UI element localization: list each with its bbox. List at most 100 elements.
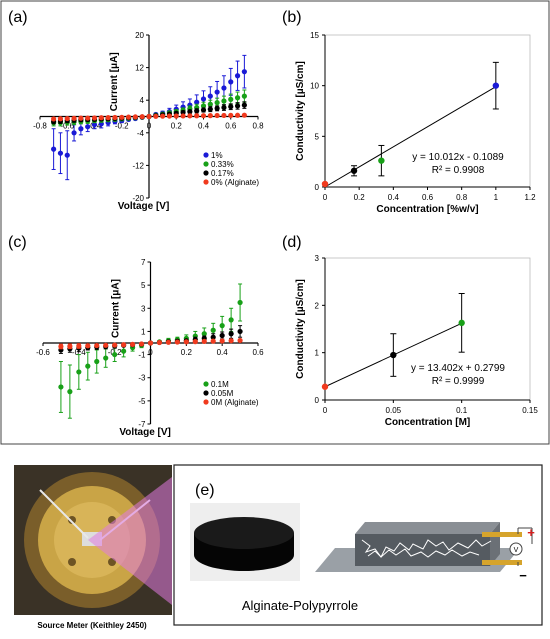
- data-point: [112, 114, 118, 121]
- data-point: [78, 126, 84, 132]
- minus-terminal: −: [519, 568, 527, 583]
- data-point: [187, 109, 193, 115]
- data-point: [76, 369, 82, 375]
- data-point: [207, 106, 213, 112]
- data-point: [103, 355, 109, 361]
- data-point: [228, 338, 234, 344]
- data-point: [194, 108, 200, 114]
- legend-entry: 0.17%: [211, 169, 234, 178]
- y-tick-label: -7: [138, 420, 146, 429]
- legend-entry: 0.05M: [211, 389, 234, 398]
- data-point: [214, 105, 220, 111]
- data-point: [156, 339, 163, 346]
- x-tick-label: -0.6: [36, 348, 50, 357]
- data-point: [237, 337, 243, 344]
- data-point: [57, 116, 64, 122]
- data-point: [153, 113, 159, 119]
- legend-marker: [203, 381, 209, 387]
- x-tick-label: 0.6: [422, 193, 434, 202]
- data-point: [85, 115, 91, 121]
- photo-caption: Source Meter (Keithley 2450): [37, 621, 147, 630]
- chart-d: 0 0.05 0.1 0.15 0 1 2 3 Conductivity [µS/cm] Conc…: [295, 254, 538, 428]
- data-point: [129, 341, 136, 347]
- data-point: [207, 113, 213, 119]
- y-tick-label: 0: [315, 396, 320, 405]
- data-point: [207, 101, 213, 107]
- x-tick-label: 0.8: [252, 122, 264, 131]
- data-point: [85, 343, 91, 349]
- y-tick-label: 15: [310, 31, 319, 40]
- y-tick-label: -5: [138, 397, 146, 406]
- x-tick-label: 1: [494, 193, 499, 202]
- data-point: [234, 103, 241, 109]
- series-0M (Alginate): [58, 337, 243, 350]
- data-point: [210, 327, 216, 333]
- x-axis-label: Concentration [%w/v]: [376, 204, 478, 215]
- data-point: [321, 180, 329, 188]
- data-point: [200, 107, 207, 113]
- data-point: [378, 157, 385, 164]
- legend-entry: 0M (Alginate): [211, 398, 259, 407]
- data-point: [390, 351, 397, 359]
- data-point: [132, 114, 138, 120]
- y-tick-label: 1: [141, 327, 146, 336]
- data-point: [67, 343, 73, 349]
- legend-entry: 0.33%: [211, 160, 234, 169]
- photo-probe: [39, 489, 89, 539]
- data-point: [112, 351, 118, 358]
- data-point: [173, 113, 179, 119]
- x-tick-label: 1.2: [524, 193, 536, 202]
- data-point: [58, 343, 64, 350]
- data-point: [194, 99, 200, 105]
- schematic-polymer-network: [361, 539, 492, 558]
- data-point: [71, 130, 77, 136]
- data-point: [321, 383, 329, 390]
- data-point: [78, 115, 84, 121]
- data-point: [228, 96, 234, 102]
- x-tick-label: 0.4: [388, 193, 400, 202]
- y-tick-label: -4: [137, 129, 145, 138]
- figure-frame: [0, 0, 550, 445]
- data-point: [228, 79, 234, 85]
- data-point: [51, 146, 57, 152]
- data-point: [94, 358, 100, 365]
- legend-entry: 0.1M: [211, 380, 229, 389]
- panel-label-d: (d): [282, 234, 302, 251]
- data-point: [146, 113, 152, 120]
- data-point: [214, 89, 220, 95]
- legend-entry: 1%: [211, 151, 223, 160]
- x-axis-label: Concentration [M]: [385, 417, 471, 428]
- fit-equation: y = 13.402x + 0.2799: [411, 363, 505, 374]
- x-axis-label: Voltage [V]: [119, 427, 170, 438]
- sample-caption: Alginate-Polypyrrole: [242, 598, 358, 613]
- x-tick-label: -0.8: [33, 122, 47, 131]
- y-tick-label: 2: [315, 301, 320, 310]
- data-point: [234, 73, 241, 79]
- photo-screw: [68, 516, 76, 524]
- chart-a: -0.8-0.6-0.4-0.200.20.40.60.820124-4-12-…: [33, 31, 264, 212]
- data-point: [85, 124, 91, 130]
- y-tick-label: 10: [310, 82, 319, 91]
- data-point: [214, 112, 220, 119]
- panel-label-a: (a): [8, 9, 28, 26]
- data-point: [237, 299, 243, 306]
- y-tick-label: -3: [138, 374, 146, 383]
- voltmeter-symbol: V: [514, 547, 519, 554]
- x-tick-label: 0.6: [225, 122, 237, 131]
- data-point: [458, 319, 465, 327]
- data-point: [221, 85, 227, 91]
- data-point: [234, 112, 241, 118]
- y-tick-label: -12: [132, 161, 144, 170]
- data-point: [228, 104, 234, 110]
- plot-frame: [324, 34, 531, 188]
- fit-r-squared: R² = 0.9908: [432, 165, 485, 176]
- y-tick-label: 3: [315, 254, 320, 263]
- data-point: [76, 343, 82, 349]
- x-tick-label: 0.6: [252, 348, 264, 357]
- y-tick-label: 12: [135, 64, 144, 73]
- plot-frame: [324, 257, 531, 401]
- fit-r-squared: R² = 0.9999: [432, 376, 485, 387]
- voltmeter-icon: [509, 542, 523, 556]
- data-point: [210, 334, 216, 340]
- x-axis-label: Voltage [V]: [118, 201, 169, 212]
